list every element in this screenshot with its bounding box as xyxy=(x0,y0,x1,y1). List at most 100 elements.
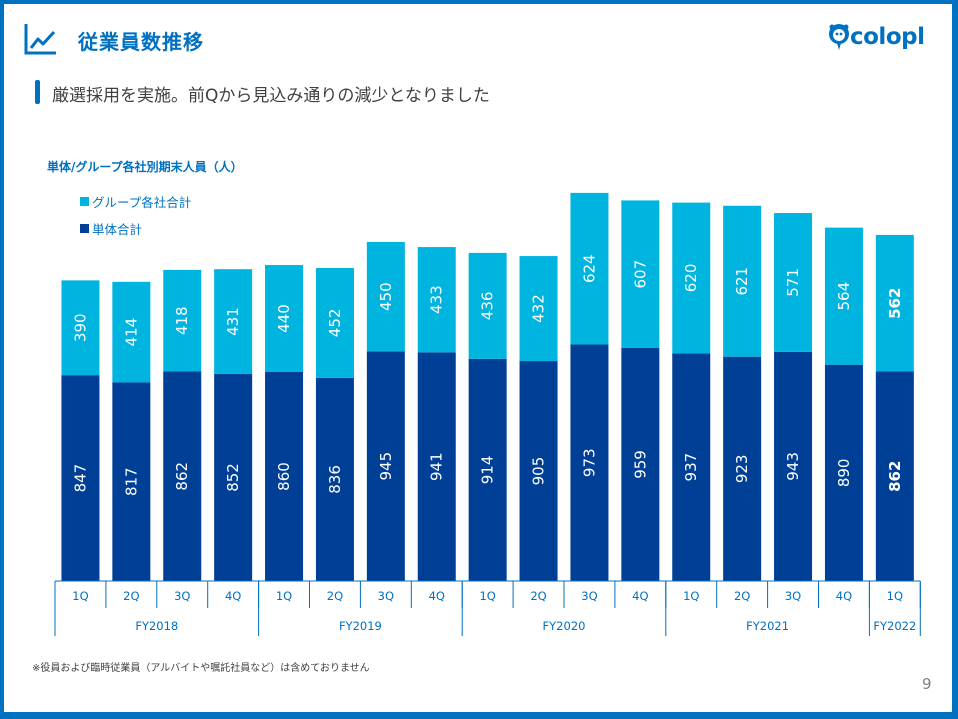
footnote: ※役員および臨時従業員（アルバイトや嘱託社員など）は含めておりません xyxy=(32,663,370,674)
data-label-group: 621 xyxy=(733,267,751,296)
data-label-standalone: 943 xyxy=(784,452,802,481)
data-label-group: 436 xyxy=(479,292,497,321)
bar-standalone xyxy=(570,344,609,581)
data-label-standalone: 923 xyxy=(733,455,751,484)
data-label-group: 450 xyxy=(377,282,395,311)
x-tick-label: 2Q xyxy=(530,589,546,603)
subtitle-accent-bar xyxy=(35,80,40,104)
data-label-standalone: 862 xyxy=(173,462,191,491)
data-label-standalone: 862 xyxy=(886,461,904,492)
bar-group xyxy=(112,281,151,383)
bar-group xyxy=(824,227,863,365)
data-label-standalone: 959 xyxy=(631,450,649,479)
chart-title: 単体/グループ各社別期末人員（人） xyxy=(47,160,243,174)
bar-standalone xyxy=(315,377,354,581)
bar-group xyxy=(417,247,456,353)
data-label-group: 440 xyxy=(275,304,293,333)
legend-item-group: グループ各社合計 xyxy=(80,192,191,211)
bar-standalone xyxy=(366,351,405,581)
bar-group xyxy=(163,269,202,372)
bar-standalone xyxy=(824,364,863,581)
legend-item-standalone: 単体合計 xyxy=(80,219,142,238)
data-label-standalone: 914 xyxy=(479,456,497,485)
data-label-group: 571 xyxy=(784,268,802,297)
x-tick-label: 3Q xyxy=(581,589,597,603)
bar-standalone xyxy=(112,382,151,581)
x-tick-label: 2Q xyxy=(734,589,750,603)
bar-group xyxy=(570,192,609,345)
x-tick-label: 1Q xyxy=(479,589,495,603)
data-label-standalone: 847 xyxy=(71,464,89,493)
bar-group xyxy=(366,241,405,352)
x-tick-label: 4Q xyxy=(225,589,241,603)
bar-standalone xyxy=(265,371,304,581)
data-label-standalone: 890 xyxy=(835,459,853,488)
data-label-group: 418 xyxy=(173,306,191,335)
x-tick-label: 1Q xyxy=(887,589,903,603)
bar-group xyxy=(519,256,558,362)
data-label-group: 607 xyxy=(631,260,649,289)
bar-standalone xyxy=(417,352,456,581)
bar-standalone xyxy=(723,356,762,581)
line-chart-icon xyxy=(24,24,56,55)
data-label-standalone: 836 xyxy=(326,465,344,494)
data-label-group: 562 xyxy=(886,288,904,319)
bar-standalone xyxy=(774,351,813,581)
data-label-standalone: 860 xyxy=(275,462,293,491)
x-tick-label: 4Q xyxy=(836,589,852,603)
data-label-group: 431 xyxy=(224,307,242,336)
bar-standalone xyxy=(61,375,100,581)
bar-standalone xyxy=(519,361,558,581)
colopl-logo: colopl xyxy=(828,22,925,52)
data-label-standalone: 941 xyxy=(428,452,446,481)
page-number: 9 xyxy=(922,675,932,693)
x-tick-label: 4Q xyxy=(429,589,445,603)
fiscal-year-label: FY2022 xyxy=(873,619,916,633)
x-tick-label: 2Q xyxy=(327,589,343,603)
bar-group xyxy=(875,234,914,372)
x-tick-label: 1Q xyxy=(72,589,88,603)
colopl-mascot-icon xyxy=(829,24,849,50)
data-label-standalone: 852 xyxy=(224,463,242,492)
x-tick-label: 2Q xyxy=(123,589,139,603)
bar-group xyxy=(621,200,660,348)
x-tick-label: 3Q xyxy=(378,589,394,603)
data-label-group: 452 xyxy=(326,309,344,338)
x-tick-label: 3Q xyxy=(174,589,190,603)
fiscal-year-label: FY2020 xyxy=(543,619,586,633)
x-tick-label: 1Q xyxy=(683,589,699,603)
data-label-group: 564 xyxy=(835,282,853,311)
legend-label-group: グループ各社合計 xyxy=(92,195,192,210)
bar-group xyxy=(315,267,354,378)
data-label-standalone: 945 xyxy=(377,452,395,481)
data-label-standalone: 937 xyxy=(682,453,700,482)
data-label-group: 620 xyxy=(682,264,700,293)
fiscal-year-label: FY2018 xyxy=(135,619,178,633)
page-title: 従業員数推移 xyxy=(78,30,204,54)
x-tick-label: 3Q xyxy=(785,589,801,603)
bar-group xyxy=(61,280,100,376)
legend-swatch-standalone xyxy=(80,224,89,233)
fiscal-year-label: FY2021 xyxy=(746,619,789,633)
bar-group xyxy=(672,202,711,354)
bar-standalone xyxy=(672,353,711,581)
x-tick-label: 4Q xyxy=(632,589,648,603)
legend-swatch-group xyxy=(80,197,89,206)
bar-group xyxy=(723,205,762,357)
bar-group xyxy=(468,252,507,359)
data-label-group: 433 xyxy=(428,285,446,314)
bar-standalone xyxy=(621,347,660,581)
bar-standalone xyxy=(163,371,202,581)
data-label-group: 432 xyxy=(530,294,548,323)
data-label-standalone: 817 xyxy=(122,467,140,496)
bar-group xyxy=(774,213,813,352)
bar-group xyxy=(265,265,304,372)
legend-label-standalone: 単体合計 xyxy=(92,222,143,237)
data-label-standalone: 973 xyxy=(580,448,598,477)
bar-group xyxy=(214,269,253,374)
data-label-group: 624 xyxy=(580,254,598,283)
data-label-standalone: 905 xyxy=(530,457,548,486)
x-tick-label: 1Q xyxy=(276,589,292,603)
data-label-group: 414 xyxy=(122,318,140,347)
